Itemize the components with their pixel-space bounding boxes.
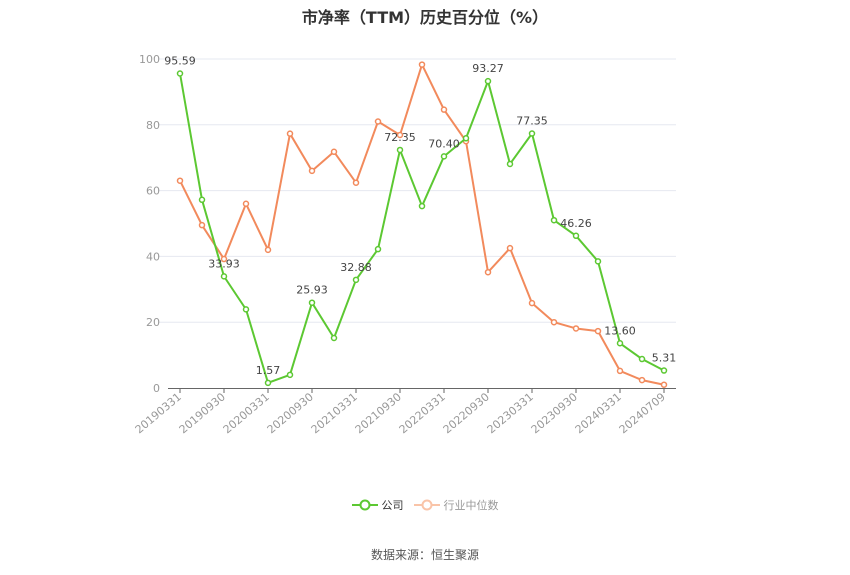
data-point[interactable] [330,334,338,342]
data-point[interactable] [616,367,624,375]
data-point[interactable] [352,276,360,284]
data-label: 5.31 [652,352,677,365]
data-label: 32.88 [340,261,372,274]
data-label: 13.60 [604,324,636,337]
data-point[interactable] [352,179,360,186]
data-point[interactable] [550,318,558,326]
chart-title: 市净率（TTM）历史百分位（%） [301,8,549,27]
data-point[interactable] [176,177,184,184]
data-point[interactable] [616,340,624,347]
data-point[interactable] [396,131,404,139]
x-tick-label: 20220331 [397,390,448,436]
series-company[interactable] [176,70,668,387]
data-point[interactable] [594,258,602,265]
data-source: 数据来源：恒生聚源 [370,548,479,562]
data-label: 33.93 [208,257,240,270]
data-point[interactable] [286,371,294,379]
data-point[interactable] [572,232,580,240]
data-point[interactable] [220,255,228,263]
data-label: 77.35 [516,115,548,128]
data-point[interactable] [308,299,316,306]
y-tick-label: 100 [139,53,160,66]
data-point[interactable] [264,246,272,254]
data-point[interactable] [308,167,316,175]
x-tick-label: 20240331 [573,390,624,436]
legend-item-industry[interactable]: 行业中位数 [413,497,499,513]
x-tick-label: 20220930 [441,390,492,436]
x-axis: 2019033120190930202003312020093020210331… [133,388,676,436]
x-tick-label: 20210930 [353,390,404,436]
data-point[interactable] [418,61,426,68]
data-point[interactable] [484,77,492,85]
x-tick-label: 20240709 [617,390,668,436]
data-point[interactable] [484,268,492,276]
data-point[interactable] [330,148,338,156]
data-point[interactable] [176,70,184,77]
legend-label-company: 公司 [381,499,404,512]
data-point[interactable] [660,367,668,374]
data-point[interactable] [506,160,514,168]
data-point[interactable] [242,200,250,208]
y-tick-label: 80 [146,119,160,132]
data-point[interactable] [572,325,580,332]
data-point[interactable] [462,135,470,142]
data-point[interactable] [660,381,668,388]
x-tick-label: 20200331 [221,390,272,436]
data-point[interactable] [506,244,514,252]
data-point[interactable] [528,299,536,307]
legend-industry-icon [413,499,440,511]
x-tick-label: 20190930 [177,390,228,436]
y-tick-label: 60 [146,185,160,198]
data-point[interactable] [198,221,206,229]
data-labels: 95.59 33.93 1.57 25.93 32.88 72.35 70.40 93.27 7… [164,55,676,377]
y-tick-label: 40 [146,250,160,263]
data-point[interactable] [418,202,426,210]
data-label: 95.59 [164,55,196,68]
x-tick-label: 20230930 [529,390,580,436]
data-label: 1.57 [256,364,281,377]
data-point[interactable] [528,130,536,137]
data-point[interactable] [198,196,206,204]
data-label: 72.35 [384,131,416,144]
data-point[interactable] [220,273,228,280]
legend-label-industry: 行业中位数 [443,499,499,512]
legend-company-icon [351,499,378,511]
data-point[interactable] [594,327,602,335]
data-label: 25.93 [296,284,328,297]
data-point[interactable] [550,216,558,224]
data-label: 93.27 [472,62,504,75]
series-industry-median[interactable] [176,61,668,388]
data-point[interactable] [440,153,448,160]
x-tick-label: 20230331 [485,390,536,436]
data-label: 70.40 [428,137,460,150]
x-tick-label: 20200930 [265,390,316,436]
y-tick-label: 0 [153,382,160,395]
data-point[interactable] [638,376,646,384]
x-tick-label: 20190331 [133,390,184,436]
y-axis: 0 20 40 60 80 100 [139,53,160,395]
data-point[interactable] [286,130,294,137]
data-point[interactable] [374,245,382,253]
legend: 公司 行业中位数 [0,497,850,513]
y-tick-label: 20 [146,316,160,329]
data-label: 46.26 [560,217,592,230]
data-point[interactable] [242,306,250,313]
data-point[interactable] [396,146,404,154]
x-tick-label: 20210331 [309,390,360,436]
data-point[interactable] [440,106,448,113]
data-point[interactable] [264,379,272,387]
data-point[interactable] [638,355,646,363]
data-point[interactable] [374,118,382,125]
legend-item-company[interactable]: 公司 [351,497,404,513]
